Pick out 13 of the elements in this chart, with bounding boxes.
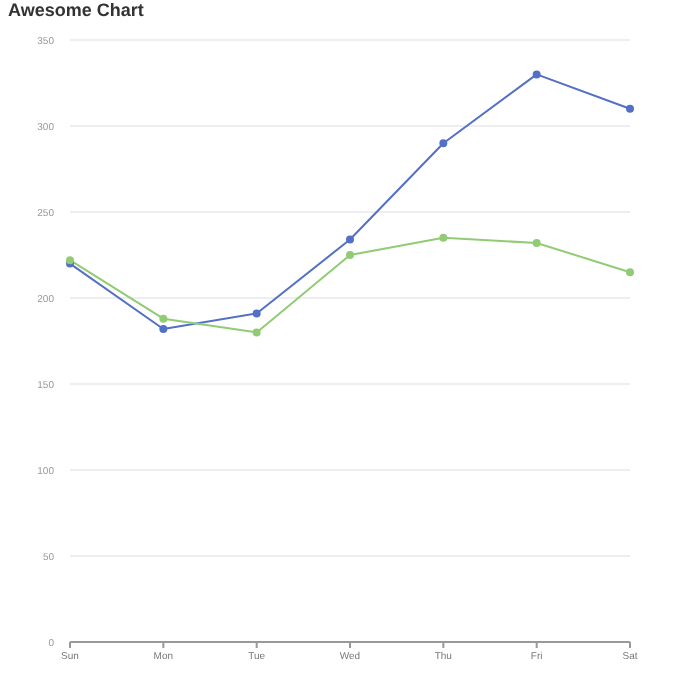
point <box>346 235 354 244</box>
point <box>626 104 634 113</box>
point <box>159 324 168 333</box>
point <box>439 233 448 242</box>
point <box>252 328 261 337</box>
point <box>626 268 634 277</box>
chart-title: Awesome Chart <box>8 0 144 20</box>
point <box>346 251 354 259</box>
point <box>439 139 448 148</box>
point <box>159 314 168 323</box>
point <box>532 70 541 79</box>
point <box>532 238 541 247</box>
point <box>252 309 261 318</box>
